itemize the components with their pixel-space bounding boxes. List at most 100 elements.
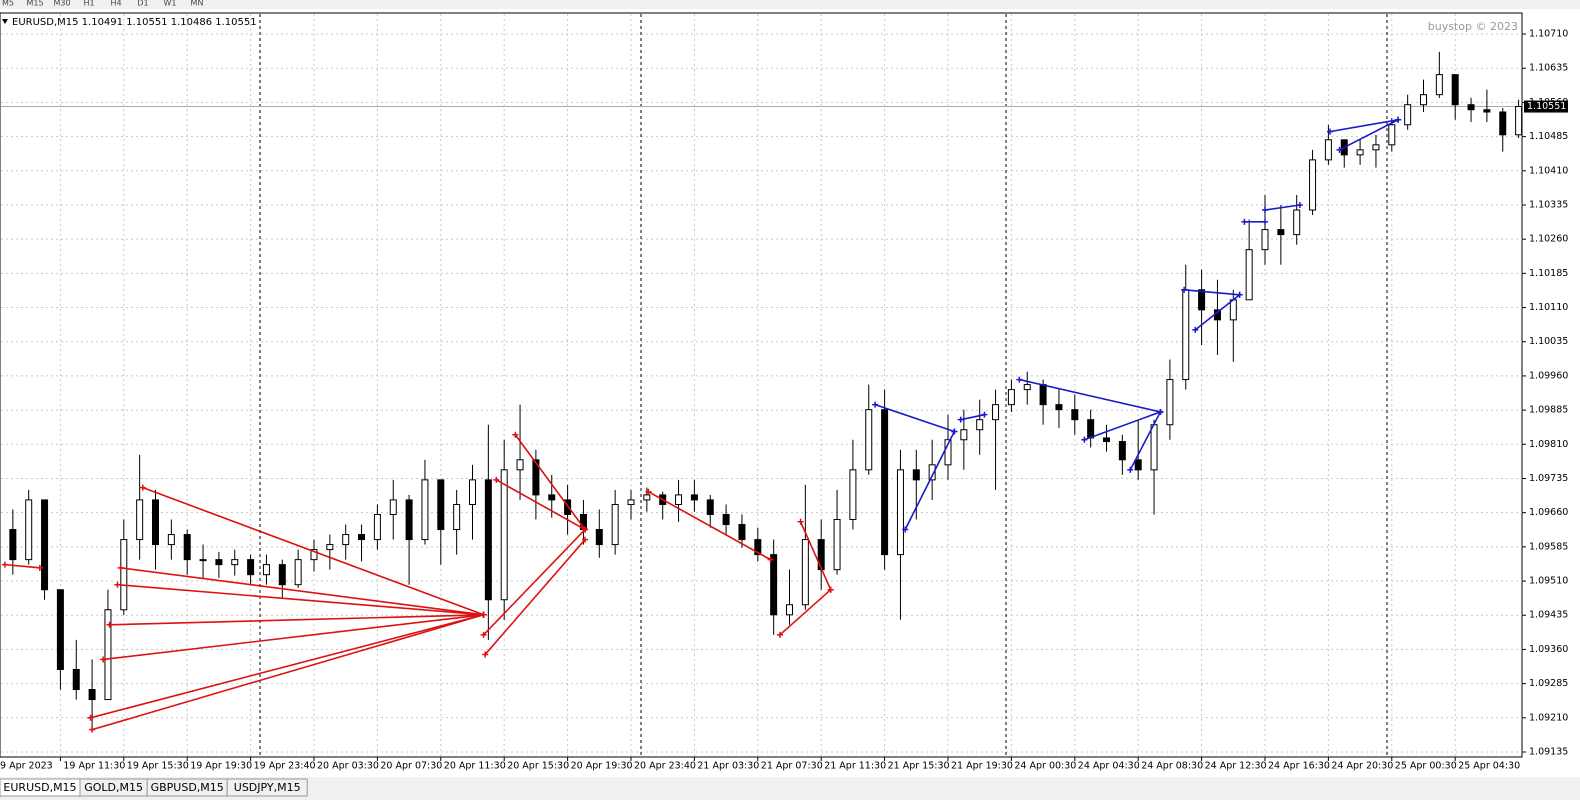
toolbar xyxy=(0,0,1580,9)
symbol-tab-label[interactable]: EURUSD,M15 xyxy=(3,781,76,794)
y-tick-label: 1.09285 xyxy=(1529,678,1568,689)
pattern-point xyxy=(139,484,146,491)
timeframe-button[interactable]: D1 xyxy=(137,0,148,8)
x-tick-label: 24 Apr 04:30 xyxy=(1078,761,1140,772)
symbol-tab-label[interactable]: USDJPY,M15 xyxy=(234,781,301,794)
pattern-line xyxy=(484,539,586,655)
candle-body xyxy=(1324,139,1332,161)
watermark: buystop © 2023 xyxy=(1428,20,1518,33)
pattern-line xyxy=(799,521,832,591)
candle-body xyxy=(1245,249,1253,301)
symbol-tab-label[interactable]: GOLD,M15 xyxy=(84,781,143,794)
current-price-label: 1.10551 xyxy=(1527,101,1566,112)
candle-body xyxy=(1420,94,1427,106)
pattern-point xyxy=(827,586,834,593)
y-tick-label: 1.09210 xyxy=(1529,712,1568,723)
pattern-line xyxy=(1264,204,1300,211)
candle-body xyxy=(1309,159,1317,211)
candle-body xyxy=(500,469,508,601)
x-tick-label: 19 Apr 19:30 xyxy=(190,761,252,772)
candle-body xyxy=(1198,289,1206,311)
x-tick-label: 25 Apr 00:30 xyxy=(1395,761,1457,772)
candle-body xyxy=(532,459,540,496)
pattern-point xyxy=(1241,218,1248,225)
pattern-line xyxy=(1194,294,1241,331)
candle-body xyxy=(960,429,968,441)
current-price-box xyxy=(1524,100,1568,113)
candle-body xyxy=(1039,384,1047,406)
timeframe-button[interactable]: W1 xyxy=(164,0,177,8)
pattern-line xyxy=(874,403,955,433)
candle-body xyxy=(1134,459,1142,471)
candle-body xyxy=(152,499,159,546)
candle-body xyxy=(754,539,762,556)
symbol-tab-label[interactable]: GBPUSD,M15 xyxy=(151,781,224,794)
candle-body xyxy=(595,529,603,546)
candle-body xyxy=(643,494,651,501)
candle-body xyxy=(136,499,144,541)
pattern-point xyxy=(106,621,113,628)
pattern-point xyxy=(114,581,121,588)
x-tick-label: 21 Apr 11:30 xyxy=(824,761,886,772)
pattern-point xyxy=(89,726,96,733)
candle-body xyxy=(1118,441,1126,461)
y-tick-label: 1.09510 xyxy=(1529,576,1568,587)
timeframe-button[interactable]: M30 xyxy=(53,0,70,8)
candle-body xyxy=(1007,389,1015,406)
x-tick-label: 24 Apr 20:30 xyxy=(1331,761,1393,772)
timeframe-button[interactable]: H1 xyxy=(83,0,94,8)
candle-body xyxy=(548,494,556,501)
pattern-point xyxy=(87,714,94,721)
pattern-line xyxy=(91,614,484,731)
pattern-point xyxy=(1262,207,1268,214)
y-tick-label: 1.10335 xyxy=(1529,199,1568,210)
pattern-point xyxy=(1192,326,1199,333)
pattern-line xyxy=(90,614,484,719)
candle-body xyxy=(738,524,746,541)
tab-bar xyxy=(0,777,1580,800)
symbol-tab[interactable] xyxy=(226,778,308,797)
candle-body xyxy=(1182,289,1190,381)
candle-body xyxy=(421,479,429,541)
pattern-point xyxy=(1236,291,1243,298)
x-tick-label: 20 Apr 03:30 xyxy=(317,761,379,772)
candle-body xyxy=(1499,111,1507,136)
menu-arrow[interactable] xyxy=(2,19,8,24)
candle-body xyxy=(976,419,984,431)
pattern-line xyxy=(109,613,484,626)
y-tick-label: 1.10185 xyxy=(1529,268,1568,279)
x-tick-label: 19 Apr 23:40 xyxy=(254,761,316,772)
x-tick-label: 19 Apr 11:30 xyxy=(63,761,125,772)
timeframe-button[interactable]: MN xyxy=(191,0,204,8)
pattern-line xyxy=(1084,411,1161,441)
pattern-point xyxy=(767,556,774,563)
pattern-point xyxy=(957,416,964,423)
y-tick-label: 1.09585 xyxy=(1529,541,1568,552)
candle-body xyxy=(1055,404,1063,411)
candle-body xyxy=(770,554,778,616)
candle-body xyxy=(1388,124,1396,146)
pattern-point xyxy=(902,526,909,533)
pattern-point xyxy=(480,611,487,618)
pattern-point xyxy=(981,411,988,418)
candle-body xyxy=(342,534,350,546)
pattern-line xyxy=(514,434,586,531)
timeframe-button[interactable]: M5 xyxy=(2,0,14,8)
pattern-line xyxy=(142,486,484,616)
y-tick-label: 1.09885 xyxy=(1529,405,1568,416)
candle-body xyxy=(1515,106,1523,136)
pattern-point xyxy=(1326,128,1333,135)
candle-body xyxy=(722,513,730,526)
timeframe-button[interactable]: H4 xyxy=(110,0,121,8)
pattern-point xyxy=(1,561,8,568)
candle-body xyxy=(786,604,793,616)
timeframe-button[interactable]: M15 xyxy=(26,0,43,8)
candle-body xyxy=(865,409,873,471)
pattern-point xyxy=(776,631,783,638)
candle-body xyxy=(690,494,698,501)
candle-body xyxy=(262,564,270,576)
candle-body xyxy=(706,499,714,515)
pattern-point xyxy=(117,564,124,571)
